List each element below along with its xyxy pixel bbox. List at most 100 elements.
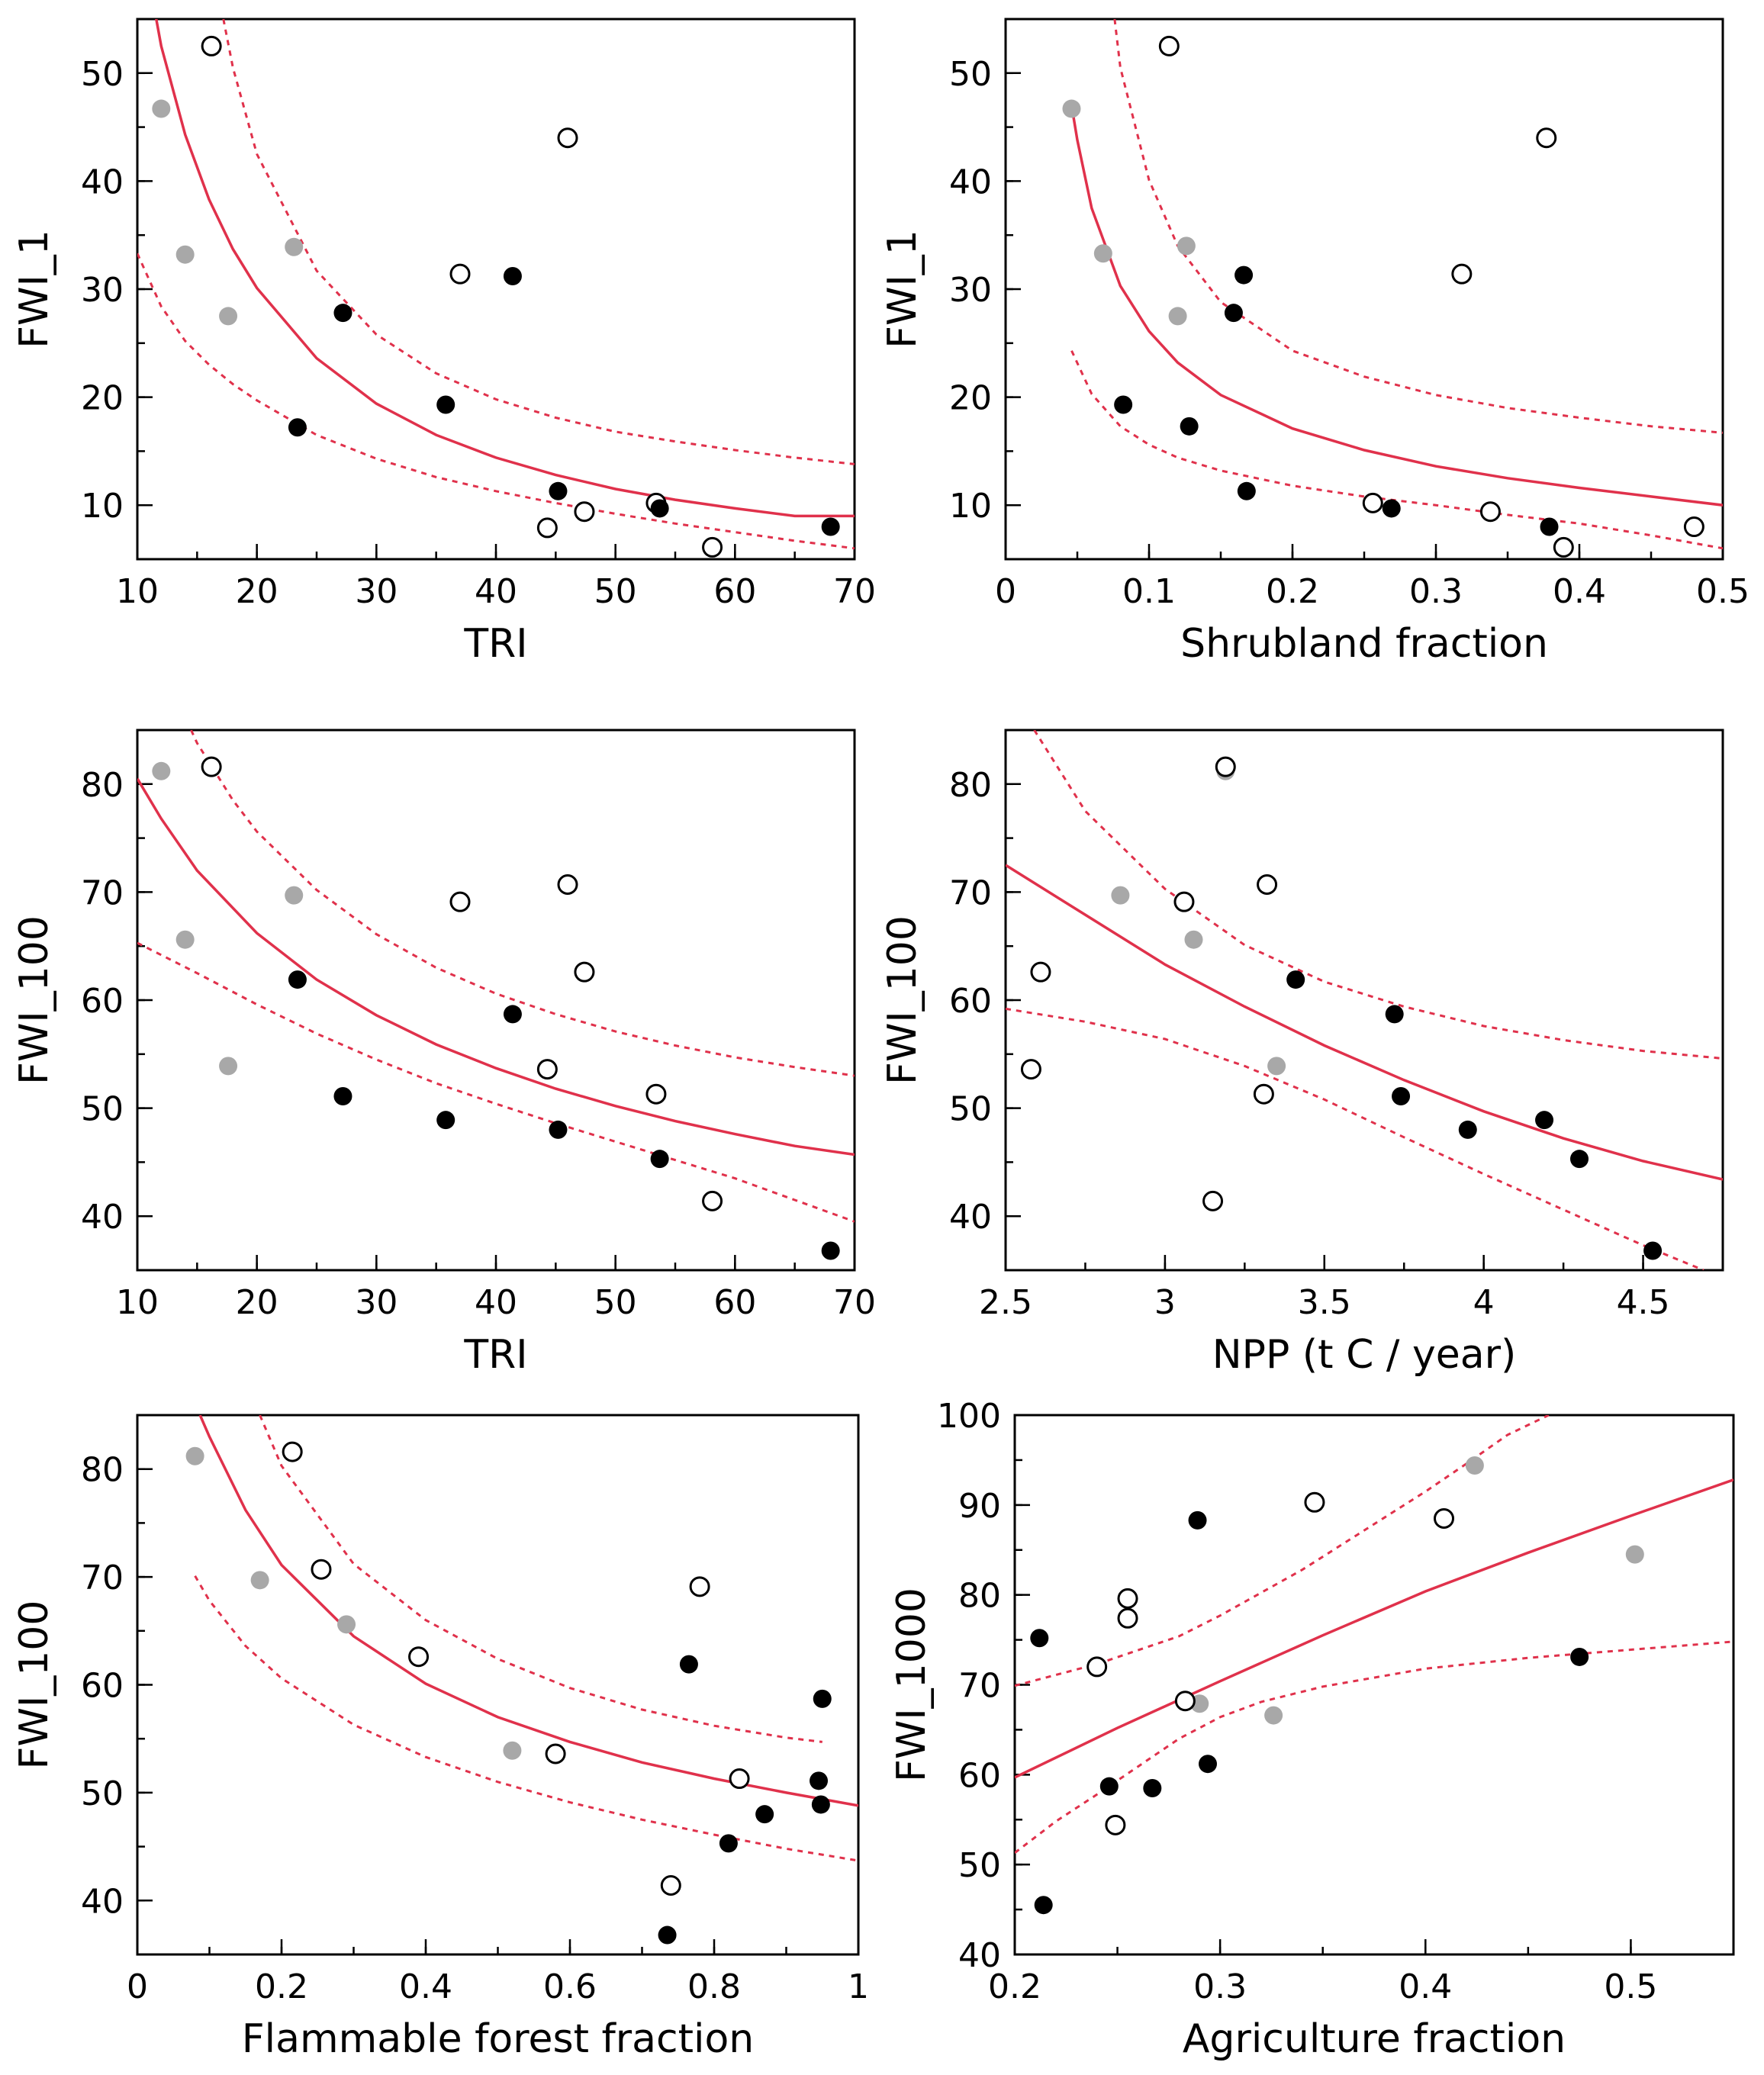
data-point-filled <box>1180 417 1199 436</box>
data-point-gray <box>1184 930 1203 949</box>
data-point-open <box>1215 756 1236 777</box>
y-tick-label: 10 <box>81 487 124 526</box>
data-point-filled <box>650 499 669 518</box>
y-tick-label: 70 <box>81 873 124 912</box>
y-tick-label: 60 <box>958 1756 1001 1795</box>
x-tick-label: 30 <box>355 1283 398 1322</box>
x-axis-title: NPP (t C / year) <box>1212 1332 1517 1378</box>
data-point-gray <box>1625 1545 1644 1564</box>
data-point-filled <box>1234 265 1254 285</box>
data-point-filled <box>1114 395 1133 414</box>
x-tick-label: 0.1 <box>1122 572 1176 611</box>
plot-frame <box>1004 18 1724 561</box>
y-tick-label: 50 <box>81 1090 124 1129</box>
y-tick-label: 50 <box>81 55 124 94</box>
y-axis-title: FWI_100 <box>880 915 925 1085</box>
data-point-open <box>536 1059 558 1080</box>
x-tick-label: 60 <box>713 572 756 611</box>
data-point-gray <box>1168 307 1187 326</box>
data-point-open <box>1553 536 1574 558</box>
data-point-open <box>574 501 595 523</box>
data-point-open <box>557 873 578 895</box>
data-point-filled <box>1570 1150 1589 1169</box>
data-point-filled <box>333 1087 352 1106</box>
data-point-gray <box>1062 99 1081 118</box>
data-point-filled <box>333 304 352 323</box>
data-point-gray <box>175 245 195 264</box>
data-point-open <box>1117 1588 1138 1609</box>
y-tick-label: 40 <box>949 162 992 201</box>
data-point-open <box>1086 1656 1108 1678</box>
data-point-gray <box>503 1741 522 1760</box>
chart-panel-3: 10 20 30 40 50 60 70 40 50 60 70 80 TRI FWI_100 <box>11 729 876 1378</box>
y-tick-label: 40 <box>949 1198 992 1237</box>
x-axis-title: Flammable forest fraction <box>242 2016 754 2062</box>
fit-line <box>155 19 855 518</box>
x-axis-title: TRI <box>463 621 527 667</box>
data-point-open <box>201 35 222 56</box>
data-point-filled <box>755 1805 774 1824</box>
data-point-gray <box>219 307 238 326</box>
x-tick-label: 10 <box>116 572 159 611</box>
y-tick-label: 80 <box>958 1577 1001 1616</box>
data-point-open <box>1030 961 1051 983</box>
data-point-filled <box>503 1005 522 1024</box>
lower-confidence-line <box>137 253 855 550</box>
data-point-gray <box>250 1571 269 1590</box>
data-point-gray <box>1264 1706 1283 1725</box>
data-point-filled <box>650 1150 669 1169</box>
data-point-filled <box>821 517 840 536</box>
data-point-filled <box>658 1925 677 1945</box>
data-point-open <box>574 961 595 983</box>
y-tick-label: 60 <box>949 982 992 1021</box>
data-point-gray <box>1111 886 1130 905</box>
y-tick-label: 40 <box>81 162 124 201</box>
y-tick-label: 50 <box>949 1090 992 1129</box>
data-point-open <box>449 263 471 285</box>
x-tick-label: 30 <box>355 572 398 611</box>
data-point-filled <box>1198 1755 1217 1774</box>
chart-panel-1: 10 20 30 40 50 60 70 10 20 30 40 50 TRI FWI_1 <box>11 18 876 667</box>
data-point-open <box>1362 492 1383 513</box>
y-tick-label: 90 <box>958 1487 1001 1526</box>
data-point-filled <box>1188 1510 1207 1530</box>
y-tick-label: 70 <box>949 873 992 912</box>
data-point-open <box>1202 1190 1224 1211</box>
upper-confidence-line <box>1033 730 1723 1060</box>
x-tick-label: 20 <box>236 572 278 611</box>
x-tick-label: 0.6 <box>543 1967 597 2006</box>
data-point-open <box>536 517 558 539</box>
chart-panel-5: 0 0.2 0.4 0.6 0.8 1 40 50 60 70 80 Flammable forest… <box>11 1414 869 2062</box>
data-point-filled <box>1540 517 1559 536</box>
y-tick-label: 30 <box>81 271 124 310</box>
data-point-filled <box>1099 1777 1119 1796</box>
y-axis-title: FWI_1000 <box>889 1588 935 1782</box>
data-point-filled <box>679 1655 698 1674</box>
data-point-open <box>311 1559 332 1580</box>
data-point-filled <box>821 1241 840 1260</box>
chart-panel-4: 2.5 3 3.5 4 4.5 40 50 60 70 80 NPP (t C / year) FWI… <box>880 729 1724 1378</box>
fit-line <box>137 777 855 1157</box>
upper-confidence-line <box>190 730 855 1077</box>
x-axis-title: TRI <box>463 1332 527 1378</box>
y-tick-label: 40 <box>958 1936 1001 1975</box>
y-tick-label: 20 <box>949 379 992 418</box>
data-point-filled <box>549 1120 568 1139</box>
data-point-filled <box>1535 1111 1554 1130</box>
y-axis-title: FWI_100 <box>11 915 57 1085</box>
plot-frame <box>136 729 856 1272</box>
lower-confidence-line <box>1006 1007 1704 1270</box>
data-point-open <box>1451 263 1473 285</box>
x-tick-label: 50 <box>594 1283 637 1322</box>
data-point-open <box>1117 1607 1138 1629</box>
x-tick-label: 0.2 <box>1266 572 1319 611</box>
x-tick-label: 0.2 <box>255 1967 308 2006</box>
data-point-gray <box>1177 236 1196 256</box>
data-point-open <box>645 1083 667 1105</box>
data-point-open <box>408 1646 430 1668</box>
data-point-open <box>1536 127 1557 149</box>
data-point-gray <box>219 1057 238 1076</box>
x-tick-label: 1 <box>848 1967 869 2006</box>
data-point-open <box>729 1768 750 1790</box>
